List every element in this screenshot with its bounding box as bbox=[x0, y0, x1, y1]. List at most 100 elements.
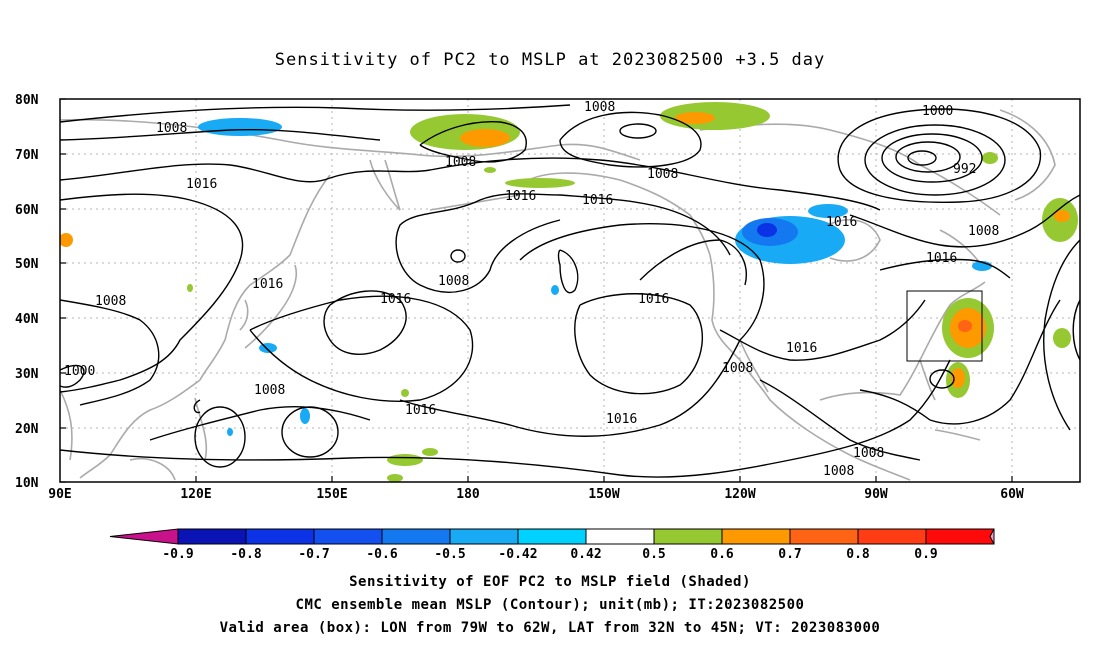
isobar-label: 1016 bbox=[186, 177, 217, 192]
isobar-label: 1016 bbox=[252, 277, 283, 292]
pos-patch bbox=[484, 167, 496, 173]
colorbar-tick-label: -0.42 bbox=[498, 547, 537, 562]
map-title: Sensitivity of PC2 to MSLP at 2023082500… bbox=[274, 50, 826, 70]
longitude-labels: 90E 120E 150E 180 150W 120W 90W 60W bbox=[48, 487, 1024, 502]
pos-patch bbox=[505, 178, 575, 188]
lat-label: 50N bbox=[15, 257, 39, 272]
lat-label: 70N bbox=[15, 148, 39, 163]
sensitivity-shading bbox=[60, 102, 1078, 482]
colorbar-tick-label: 0.42 bbox=[570, 547, 601, 562]
neg-patch bbox=[551, 285, 559, 295]
colorbar-extend-low bbox=[109, 528, 179, 545]
isobar-label: 1000 bbox=[922, 104, 953, 119]
caption-valid-area: Valid area (box): LON from 79W to 62W, L… bbox=[219, 620, 881, 636]
lon-label: 150E bbox=[316, 487, 347, 502]
isobar-label: 1008 bbox=[722, 361, 753, 376]
lon-label: 150W bbox=[588, 487, 619, 502]
colorbar-segment bbox=[177, 528, 247, 545]
pos-patch bbox=[187, 284, 193, 292]
pos-patch bbox=[675, 112, 715, 124]
lat-label: 20N bbox=[15, 422, 39, 437]
pos-patch bbox=[401, 389, 409, 397]
pos-patch bbox=[60, 233, 73, 247]
lat-label: 80N bbox=[15, 93, 39, 108]
colorbar-tick-label: 0.5 bbox=[642, 547, 665, 562]
lat-label: 40N bbox=[15, 312, 39, 327]
colorbar-segment bbox=[789, 528, 859, 545]
isobar-label: 1016 bbox=[606, 412, 637, 427]
colorbar-segment bbox=[381, 528, 451, 545]
isobar-label: 1008 bbox=[823, 464, 854, 479]
pos-patch bbox=[460, 129, 510, 147]
isobar-labels: 1008 1008 1008 1008 1000 992 1016 1016 1… bbox=[64, 100, 999, 479]
pos-patch bbox=[1053, 328, 1071, 348]
lon-label: 120E bbox=[180, 487, 211, 502]
colorbar-tick-label: -0.6 bbox=[366, 547, 397, 562]
lat-label: 60N bbox=[15, 203, 39, 218]
isobar-label: 1016 bbox=[405, 403, 436, 418]
pos-patch bbox=[387, 454, 423, 466]
lon-label: 90E bbox=[48, 487, 71, 502]
isobar-label: 1008 bbox=[968, 224, 999, 239]
colorbar-labels: -0.9 -0.8 -0.7 -0.6 -0.5 -0.42 0.42 0.5 0.6 0.7 0.… bbox=[162, 547, 937, 562]
neg-patch bbox=[227, 428, 233, 436]
lon-label: 60W bbox=[1000, 487, 1024, 502]
isobar-label: 1016 bbox=[638, 292, 669, 307]
isobar-label: 1016 bbox=[926, 251, 957, 266]
pos-patch bbox=[1054, 210, 1070, 222]
colorbar-tick-label: -0.9 bbox=[162, 547, 193, 562]
colorbar-tick-label: -0.8 bbox=[230, 547, 261, 562]
neg-patch bbox=[198, 118, 282, 136]
isobar-label: 1016 bbox=[582, 193, 613, 208]
valid-area-box bbox=[906, 290, 983, 362]
isobar-label: 1008 bbox=[647, 167, 678, 182]
colorbar-segment bbox=[517, 528, 587, 545]
pos-patch bbox=[387, 474, 403, 482]
isobar-label: 1008 bbox=[254, 383, 285, 398]
tick-marks bbox=[60, 98, 1013, 483]
colorbar-tick-label: 0.8 bbox=[846, 547, 870, 562]
isobar-label: 1008 bbox=[156, 121, 187, 136]
caption-contour: CMC ensemble mean MSLP (Contour); unit(m… bbox=[295, 597, 805, 613]
isobars bbox=[60, 104, 1080, 478]
lat-label: 10N bbox=[15, 476, 39, 491]
pos-patch bbox=[958, 320, 972, 332]
isobar-label: 1008 bbox=[584, 100, 615, 115]
colorbar-tick-label: 0.9 bbox=[914, 547, 937, 562]
isobar-label: 1008 bbox=[853, 446, 884, 461]
colorbar-tick-label: 0.7 bbox=[778, 547, 801, 562]
lon-label: 120W bbox=[724, 487, 755, 502]
pos-patch bbox=[951, 368, 965, 388]
lon-label: 180 bbox=[456, 487, 480, 502]
latitude-labels: 80N 70N 60N 50N 40N 30N 20N 10N bbox=[15, 93, 39, 491]
colorbar-segment bbox=[585, 528, 655, 545]
neg-patch bbox=[757, 223, 777, 237]
isobar-label: 1016 bbox=[505, 189, 536, 204]
colorbar-segment bbox=[313, 528, 383, 545]
colorbar-segment bbox=[245, 528, 315, 545]
colorbar-segment bbox=[653, 528, 723, 545]
isobar-label: 1016 bbox=[380, 292, 411, 307]
colorbar-tick-label: 0.6 bbox=[710, 547, 734, 562]
isobar-label: 992 bbox=[953, 162, 976, 177]
isobar-label: 1008 bbox=[95, 294, 126, 309]
colorbar-segment bbox=[925, 528, 995, 545]
colorbar-segment bbox=[449, 528, 519, 545]
colorbar-segment bbox=[857, 528, 927, 545]
colorbar-segment bbox=[721, 528, 791, 545]
colorbar-tick-label: -0.7 bbox=[298, 547, 329, 562]
coastlines bbox=[60, 109, 1056, 481]
map-frame bbox=[59, 98, 1081, 483]
pos-patch bbox=[982, 152, 998, 164]
pos-patch bbox=[422, 448, 438, 456]
neg-patch bbox=[300, 408, 310, 424]
isobar-label: 1000 bbox=[64, 364, 95, 379]
colorbar-tick-label: -0.5 bbox=[434, 547, 465, 562]
neg-patch bbox=[808, 204, 848, 218]
isobar-label: 1016 bbox=[786, 341, 817, 356]
caption-shaded: Sensitivity of EOF PC2 to MSLP field (Sh… bbox=[349, 574, 751, 590]
colorbar-extend-high bbox=[989, 528, 995, 545]
colorbar bbox=[109, 528, 995, 545]
isobar-label: 1008 bbox=[445, 155, 476, 170]
